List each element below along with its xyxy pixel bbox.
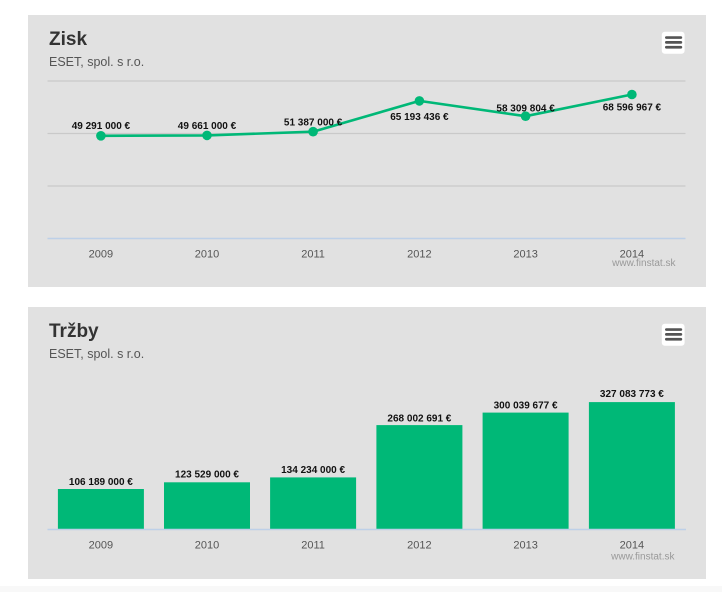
svg-text:327 083 773 €: 327 083 773 €	[600, 389, 664, 400]
svg-text:68 596 967 €: 68 596 967 €	[603, 102, 662, 113]
svg-text:2013: 2013	[513, 540, 537, 552]
svg-text:www.finstat.sk: www.finstat.sk	[611, 258, 676, 269]
svg-text:268 002 691 €: 268 002 691 €	[387, 414, 451, 425]
svg-text:2011: 2011	[301, 540, 325, 552]
svg-text:www.finstat.sk: www.finstat.sk	[610, 552, 675, 563]
svg-text:2011: 2011	[301, 249, 325, 261]
svg-text:2014: 2014	[620, 540, 644, 552]
svg-text:49 291 000 €: 49 291 000 €	[72, 121, 131, 132]
svg-text:106 189 000 €: 106 189 000 €	[69, 477, 133, 488]
svg-text:2014: 2014	[620, 249, 644, 261]
svg-text:ESET, spol. s r.o.: ESET, spol. s r.o.	[49, 55, 144, 69]
svg-text:ESET, spol. s r.o.: ESET, spol. s r.o.	[49, 347, 144, 361]
svg-text:58 309 804 €: 58 309 804 €	[496, 103, 555, 114]
svg-text:Tržby: Tržby	[49, 321, 99, 342]
svg-text:134 234 000 €: 134 234 000 €	[281, 465, 345, 476]
svg-text:2013: 2013	[513, 249, 537, 261]
svg-text:300 039 677 €: 300 039 677 €	[494, 401, 558, 412]
svg-text:2009: 2009	[89, 540, 113, 552]
svg-text:123 529 000 €: 123 529 000 €	[175, 470, 239, 481]
svg-text:51 387 000 €: 51 387 000 €	[284, 117, 343, 128]
svg-text:2010: 2010	[195, 540, 219, 552]
svg-text:2009: 2009	[89, 249, 113, 261]
svg-text:65 193 436 €: 65 193 436 €	[390, 112, 449, 123]
svg-text:Zisk: Zisk	[49, 29, 87, 50]
svg-text:2012: 2012	[407, 540, 431, 552]
svg-text:49 661 000 €: 49 661 000 €	[178, 121, 237, 132]
svg-text:2010: 2010	[195, 249, 219, 261]
svg-text:2012: 2012	[407, 249, 431, 261]
